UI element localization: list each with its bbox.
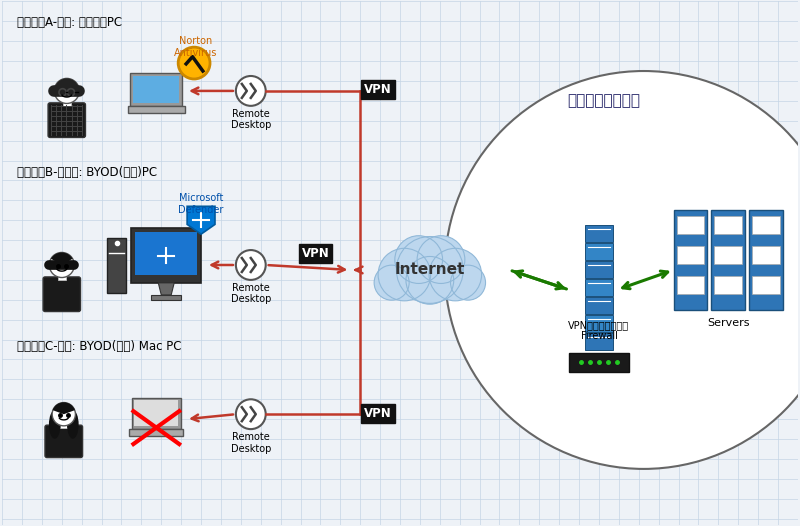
FancyBboxPatch shape [585,315,613,331]
Text: 社内ネットワーク: 社内ネットワーク [567,93,641,108]
Polygon shape [187,206,215,234]
Text: スタッフB-開発者: BYOD(自前)PC: スタッフB-開発者: BYOD(自前)PC [17,166,157,178]
Circle shape [236,250,266,280]
Circle shape [236,76,266,106]
FancyBboxPatch shape [134,400,178,427]
FancyBboxPatch shape [43,277,81,311]
FancyBboxPatch shape [677,246,704,264]
Text: Remote
Desktop: Remote Desktop [230,432,271,454]
FancyBboxPatch shape [711,210,745,310]
FancyBboxPatch shape [585,332,613,350]
FancyBboxPatch shape [133,76,179,103]
Ellipse shape [49,410,61,439]
FancyBboxPatch shape [585,279,613,296]
Circle shape [450,265,486,300]
Text: スタッフA-部長: 会社支給PC: スタッフA-部長: 会社支給PC [17,16,122,29]
FancyBboxPatch shape [752,276,780,294]
Text: Microsoft
Defender: Microsoft Defender [178,194,224,215]
Wedge shape [55,78,78,91]
FancyBboxPatch shape [106,238,126,293]
Circle shape [397,237,463,304]
FancyBboxPatch shape [128,106,185,114]
Circle shape [50,252,74,278]
FancyBboxPatch shape [677,276,704,294]
Circle shape [236,399,266,429]
FancyBboxPatch shape [585,261,613,278]
Text: VPN: VPN [364,407,392,420]
FancyBboxPatch shape [130,429,183,436]
Circle shape [417,236,465,284]
FancyBboxPatch shape [714,246,742,264]
FancyBboxPatch shape [674,210,707,310]
FancyBboxPatch shape [60,422,68,428]
Wedge shape [53,402,75,414]
FancyBboxPatch shape [569,352,629,372]
Circle shape [178,47,210,79]
FancyBboxPatch shape [752,216,780,234]
FancyBboxPatch shape [48,103,86,137]
Text: VPN: VPN [364,84,392,96]
FancyBboxPatch shape [585,225,613,242]
Ellipse shape [67,410,78,439]
FancyBboxPatch shape [58,274,66,280]
Text: Remote
Desktop: Remote Desktop [230,109,271,130]
FancyBboxPatch shape [151,295,181,300]
Text: スタッフC-経理: BYOD(自前) Mac PC: スタッフC-経理: BYOD(自前) Mac PC [17,340,182,352]
Circle shape [374,265,409,300]
Circle shape [429,248,482,301]
Circle shape [395,236,442,284]
Circle shape [54,78,79,104]
Text: VPN機能付きルータ
Firewall: VPN機能付きルータ Firewall [568,320,630,341]
FancyBboxPatch shape [135,232,197,275]
FancyBboxPatch shape [585,297,613,313]
Text: Norton
Antivirus: Norton Antivirus [174,36,218,58]
FancyBboxPatch shape [130,73,182,106]
Circle shape [445,71,800,469]
FancyBboxPatch shape [677,216,704,234]
Polygon shape [158,283,174,295]
Text: Servers: Servers [707,318,750,328]
Circle shape [52,402,75,426]
Wedge shape [51,252,73,265]
FancyBboxPatch shape [749,210,783,310]
Text: Internet: Internet [394,262,465,277]
Text: VPN: VPN [302,247,330,259]
FancyBboxPatch shape [62,99,71,106]
FancyBboxPatch shape [585,243,613,260]
FancyBboxPatch shape [45,425,82,458]
FancyBboxPatch shape [132,398,181,429]
FancyBboxPatch shape [131,228,201,283]
FancyBboxPatch shape [714,216,742,234]
Circle shape [406,257,454,304]
FancyBboxPatch shape [752,246,780,264]
Circle shape [378,248,430,301]
Text: Remote
Desktop: Remote Desktop [230,283,271,305]
FancyBboxPatch shape [714,276,742,294]
